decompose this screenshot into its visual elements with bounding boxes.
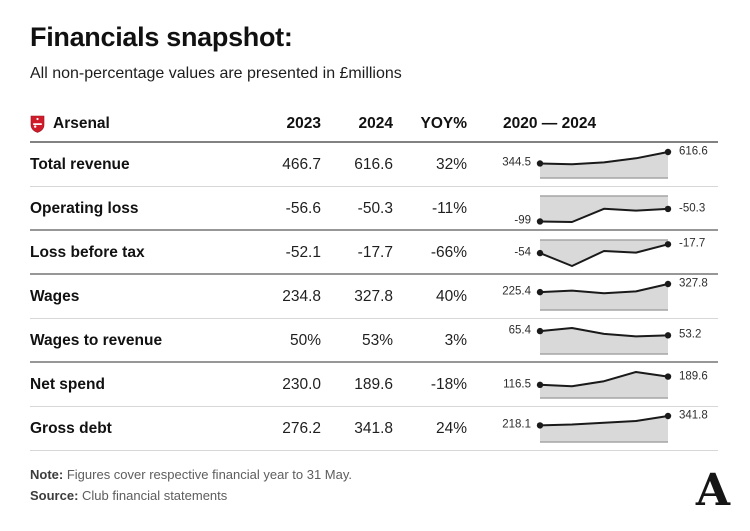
value-2024: 616.6: [354, 156, 393, 173]
row-label: Operating loss: [30, 200, 139, 217]
value-yoy: -66%: [430, 244, 467, 261]
column-header-range: 2020 — 2024: [503, 115, 597, 132]
column-header-yoy: YOY%: [420, 115, 467, 132]
sparkline-2020-2024: -99 -50.3: [467, 187, 718, 231]
sparkline-last-value: 341.8: [679, 409, 708, 422]
table-row: Net spend 230.0 189.6 -18% 116.5 189.6: [30, 363, 718, 407]
note-text: Figures cover respective financial year …: [66, 467, 353, 482]
row-label: Total revenue: [30, 156, 130, 173]
sparkline-2020-2024: -54 -17.7: [467, 231, 718, 275]
source-label: Source:: [30, 488, 79, 504]
value-2023: 276.2: [282, 420, 321, 437]
value-2023: -56.6: [285, 200, 321, 217]
value-2024: 189.6: [354, 376, 393, 393]
value-2024: -17.7: [357, 244, 393, 261]
value-2024: 341.8: [354, 420, 393, 437]
value-yoy: -11%: [431, 200, 467, 217]
source-text: Club financial statements: [82, 488, 228, 504]
sparkline-first-value: 344.5: [502, 156, 531, 169]
sparkline-last-value: 189.6: [679, 369, 708, 382]
sparkline-2020-2024: 344.5 616.6: [467, 143, 718, 187]
column-header-2024: 2024: [358, 115, 393, 132]
column-header-2023: 2023: [286, 115, 321, 132]
note-label: Note:: [30, 467, 64, 482]
value-yoy: 3%: [444, 332, 467, 349]
sparkline-last-value: -17.7: [679, 237, 706, 250]
arsenal-crest-icon: [30, 115, 45, 133]
table-row: Total revenue 466.7 616.6 32% 344.5 616.6: [30, 143, 718, 187]
sparkline-last-value: 616.6: [679, 145, 708, 158]
page-title: Financials snapshot:: [30, 22, 293, 52]
table-header-row: Arsenal 2023 2024 YOY% 2020 — 2024: [30, 107, 718, 143]
athletic-logo: A: [695, 465, 730, 516]
club-name: Arsenal: [53, 115, 110, 132]
value-2024: 327.8: [354, 288, 393, 305]
sparkline-first-value: 116.5: [503, 378, 531, 391]
sparkline-last-value: 53.2: [679, 328, 702, 341]
row-label: Net spend: [30, 376, 105, 393]
table-row: Gross debt 276.2 341.8 24% 218.1 341.8: [30, 407, 718, 451]
value-2024: -50.3: [357, 200, 393, 217]
sparkline-last-value: 327.8: [679, 277, 708, 290]
sparkline-first-value: -54: [514, 246, 531, 259]
financials-table: Arsenal 2023 2024 YOY% 2020 — 2024 Total…: [30, 107, 718, 451]
row-label: Gross debt: [30, 420, 112, 437]
row-label: Wages to revenue: [30, 332, 163, 349]
sparkline-2020-2024: 218.1 341.8: [467, 407, 718, 451]
value-2023: 230.0: [282, 376, 321, 393]
table-row: Loss before tax -52.1 -17.7 -66% -54 -17.7: [30, 231, 718, 275]
table-row: Operating loss -56.6 -50.3 -11% -99 -50.3: [30, 187, 718, 231]
sparkline-first-value: 225.4: [502, 285, 531, 298]
value-2023: -52.1: [285, 244, 321, 261]
table-body: Total revenue 466.7 616.6 32% 344.5 616.6 Oper…: [30, 143, 718, 451]
sparkline-first-value: -99: [514, 214, 531, 227]
sparkline-first-value: 218.1: [502, 418, 531, 431]
value-yoy: 32%: [435, 156, 467, 173]
sparkline-2020-2024: 65.4 53.2: [467, 319, 718, 363]
value-2023: 50%: [289, 332, 321, 349]
table-row: Wages 234.8 327.8 40% 225.4 327.8: [30, 275, 718, 319]
sparkline-2020-2024: 116.5 189.6: [467, 363, 718, 407]
value-yoy: -18%: [430, 376, 467, 393]
page-subtitle: All non-percentage values are presented …: [30, 65, 402, 82]
value-2023: 234.8: [282, 288, 321, 305]
sparkline-2020-2024: 225.4 327.8: [467, 275, 718, 319]
sparkline-first-value: 65.4: [508, 324, 531, 337]
note-line: Note: Figures cover respective financial…: [30, 464, 718, 485]
sparkline-last-value: -50.3: [679, 202, 706, 215]
club-header-cell: Arsenal: [30, 115, 253, 133]
value-2023: 466.7: [282, 156, 321, 173]
row-label: Wages: [30, 288, 80, 305]
value-yoy: 24%: [435, 420, 467, 437]
source-line: Source: Club financial statements: [30, 485, 718, 506]
value-yoy: 40%: [435, 288, 467, 305]
value-2024: 53%: [361, 332, 393, 349]
table-row: Wages to revenue 50% 53% 3% 65.4 53.2: [30, 319, 718, 363]
row-label: Loss before tax: [30, 244, 145, 261]
table-footer: Note: Figures cover respective financial…: [30, 464, 718, 507]
